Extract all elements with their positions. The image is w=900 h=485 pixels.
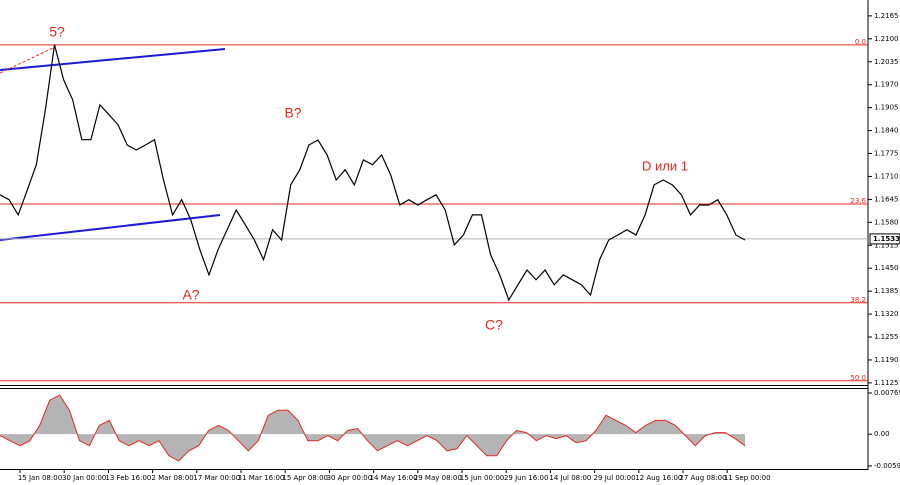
x-tick-label: 11 Sep 00:00 [724,474,771,482]
x-tick-label: 27 Aug 08:00 [679,474,726,482]
x-tick-label: 13 Feb 16:00 [105,474,151,482]
y-tick-label: 1.1645 [874,195,899,203]
x-tick-label: 2 Mar 08:00 [151,474,193,482]
oscillator-line [0,394,746,462]
y-tick-label: 1.1125 [874,379,899,387]
y-tick-label: 0.00 [874,430,890,438]
x-tick-label: 30 Jan 00:00 [62,474,106,482]
x-tick-label: 14 Jul 08:00 [549,474,591,482]
fib-level-label: 23.6 [850,197,866,205]
y-tick-label: 1.1710 [874,172,899,180]
y-tick-label: 1.1580 [874,218,899,226]
y-tick-label: 1.1905 [874,104,899,112]
y-tick-label: 1.1515 [874,241,899,249]
y-tick-label: -0.00593 [874,462,900,470]
y-tick-label: 1.2100 [874,35,899,43]
y-tick-label: 1.1775 [874,150,899,158]
y-tick-label: 1.1970 [874,81,899,89]
y-tick-label: 1.1385 [874,287,899,295]
y-tick-label: 1.2035 [874,58,899,66]
x-tick-label: 15 Apr 08:00 [282,474,328,482]
trend-line [0,214,221,241]
price-line [0,44,746,302]
y-tick-label: 1.1255 [874,333,899,341]
y-tick-label: 0.00769 [874,389,900,397]
current-price-box [869,233,900,245]
wave-label: C? [485,317,503,333]
x-tick-label: 29 May 08:00 [414,474,462,482]
y-tick-label: 1.1450 [874,264,899,272]
x-tick-label: 31 Mar 16:00 [238,474,285,482]
x-tick-label: 12 Aug 16:00 [635,474,682,482]
x-tick-label: 30 Apr 00:00 [327,474,373,482]
wave-label: D или 1 [642,158,688,173]
projection-line [0,46,56,74]
fib-level-label: 0.0 [855,38,866,46]
x-tick-label: 15 Jan 08:00 [18,474,62,482]
y-tick-label: 1.2165 [874,12,899,20]
fib-level-label: 50.0 [850,374,866,382]
wave-label: B? [284,105,301,121]
y-tick-label: 1.1320 [874,310,899,318]
x-tick-label: 29 Jul 00:00 [594,474,636,482]
fib-level-label: 38.2 [850,296,866,304]
x-tick-label: 17 Mar 00:00 [193,474,240,482]
x-tick-label: 29 Jun 16:00 [504,474,548,482]
wave-label: 5? [49,24,65,40]
trend-line [0,48,226,71]
y-tick-label: 1.1840 [874,127,899,135]
x-tick-label: 15 Jun 00:00 [460,474,504,482]
x-tick-label: 14 May 16:00 [370,474,418,482]
current-price-label: 1.1533 [873,235,900,243]
oscillator-area [0,395,745,461]
wave-label: A? [182,287,199,303]
y-tick-label: 1.1190 [874,356,899,364]
